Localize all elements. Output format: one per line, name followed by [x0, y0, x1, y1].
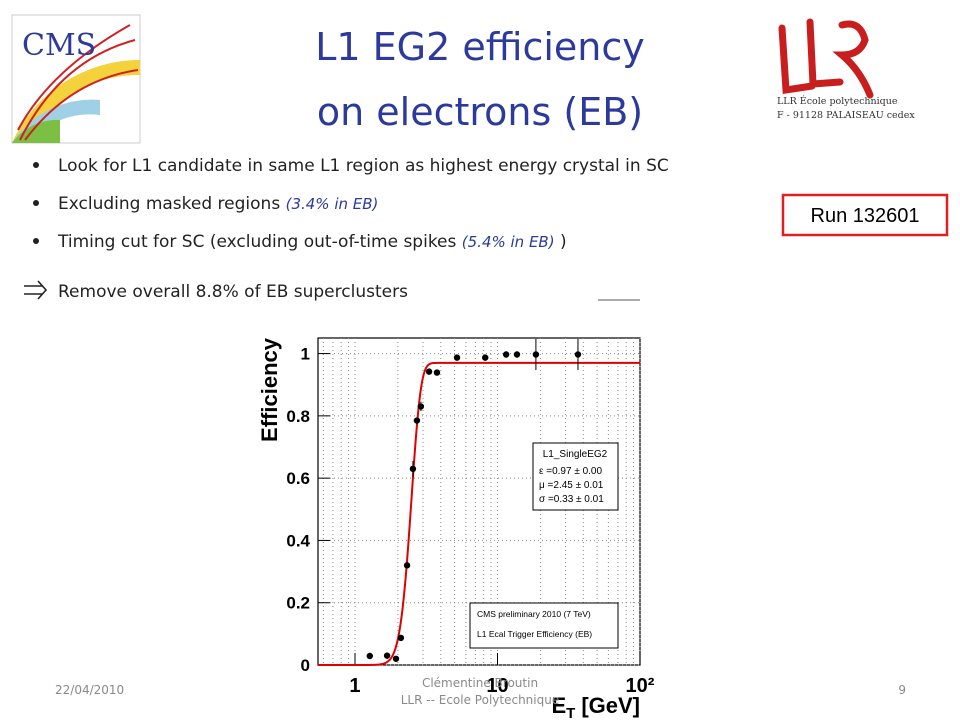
- y-tick-label: 0: [301, 656, 310, 675]
- llr-logo: LLR École polytechnique F - 91128 PALAIS…: [777, 18, 915, 121]
- annotation-box: [469, 602, 619, 649]
- y-tick-label: 0.4: [286, 531, 310, 550]
- data-point: [417, 403, 425, 410]
- data-point: [392, 655, 400, 662]
- x-tick-label: 1: [349, 675, 360, 697]
- llr-logo-line: LLR École polytechnique: [777, 95, 898, 107]
- annotation-line: L1 Ecal Trigger Efficiency (EB): [477, 629, 592, 639]
- y-tick-label: 1: [301, 345, 310, 364]
- x-tick-label: 10: [486, 675, 508, 697]
- data-point: [397, 634, 405, 642]
- fit-legend-title: L1_SingleEG2: [543, 449, 608, 460]
- bullet-segment: (3.4% in EB): [286, 195, 379, 213]
- fit-legend-box: [532, 442, 619, 511]
- bullet-dot: [33, 200, 39, 206]
- data-point: [409, 465, 417, 472]
- data-point: [513, 351, 521, 358]
- implies-arrow: [24, 280, 48, 300]
- run-label: Run 132601: [811, 205, 920, 227]
- data-point: [425, 368, 433, 375]
- run-box: [781, 193, 949, 237]
- bullet-segment: Excluding masked regions: [58, 194, 286, 214]
- data-point: [453, 354, 461, 361]
- data-point: [383, 652, 391, 659]
- bullet-segment: ): [555, 232, 567, 252]
- footer-author: Clémentine Broutin: [422, 676, 538, 690]
- data-point: [532, 351, 540, 358]
- bullet-dot: [33, 238, 39, 244]
- conclusion: Remove overall 8.8% of EB superclusters: [58, 282, 408, 302]
- title-line: on electrons (EB): [317, 90, 643, 134]
- bullet-text: Excluding masked regions (3.4% in EB): [58, 194, 378, 214]
- bullet-segment: Timing cut for SC (excluding out-of-time…: [57, 232, 462, 252]
- y-tick-label: 0.8: [286, 407, 310, 426]
- bullet-segment: Look for L1 candidate in same L1 region …: [58, 156, 669, 176]
- x-label-symbol: E: [551, 693, 566, 718]
- footer-author: LLR -- Ecole Polytechnique: [401, 693, 559, 707]
- cms-logo: CMS: [11, 14, 141, 144]
- x-tick-label: 10²: [626, 675, 655, 697]
- title-line: L1 EG2 efficiency: [315, 25, 645, 69]
- fit-parameter: μ =2.45 ± 0.01: [539, 480, 604, 491]
- data-point: [413, 417, 421, 424]
- y-axis-label: Efficiency: [257, 337, 282, 442]
- x-label-subscript: T: [566, 705, 575, 720]
- x-label-unit: [GeV]: [581, 693, 640, 718]
- data-point: [502, 351, 510, 358]
- chart: 1 10 10² 0 0.2 0.4 0.6 0.8 1 Efficiency ET [GeV] L1_…: [257, 337, 655, 720]
- x-axis-label: ET [GeV]: [551, 693, 640, 720]
- data-point: [403, 562, 411, 569]
- cms-logo-text: CMS: [22, 28, 96, 63]
- data-point: [574, 351, 582, 358]
- fit-curve: [318, 361, 640, 666]
- footer-date: 22/04/2010: [55, 683, 124, 697]
- y-tick-label: 0.2: [286, 594, 310, 613]
- fit-parameter: σ =0.33 ± 0.01: [539, 494, 604, 505]
- annotation-line: CMS preliminary 2010 (7 TeV): [477, 609, 591, 619]
- fit-parameter: ε =0.97 ± 0.00: [539, 466, 602, 477]
- llr-logo-line: F - 91128 PALAISEAU cedex: [777, 110, 915, 121]
- y-tick-label: 0.6: [286, 469, 310, 488]
- bullet-text: Look for L1 candidate in same L1 region …: [58, 156, 669, 176]
- bullet-segment: (5.4% in EB): [462, 233, 555, 251]
- bullet-text: Timing cut for SC (excluding out-of-time…: [57, 232, 567, 252]
- footer-page: 9: [898, 683, 906, 697]
- data-point: [433, 369, 441, 376]
- bullet-dot: [33, 162, 39, 168]
- data-point: [366, 652, 373, 660]
- data-point: [482, 354, 489, 361]
